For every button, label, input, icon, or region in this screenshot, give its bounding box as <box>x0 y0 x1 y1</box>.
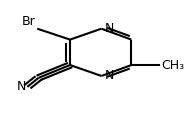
Text: N: N <box>105 70 114 82</box>
Text: Br: Br <box>22 15 36 28</box>
Text: N: N <box>105 22 114 35</box>
Text: N: N <box>17 80 26 93</box>
Text: CH₃: CH₃ <box>161 59 184 72</box>
